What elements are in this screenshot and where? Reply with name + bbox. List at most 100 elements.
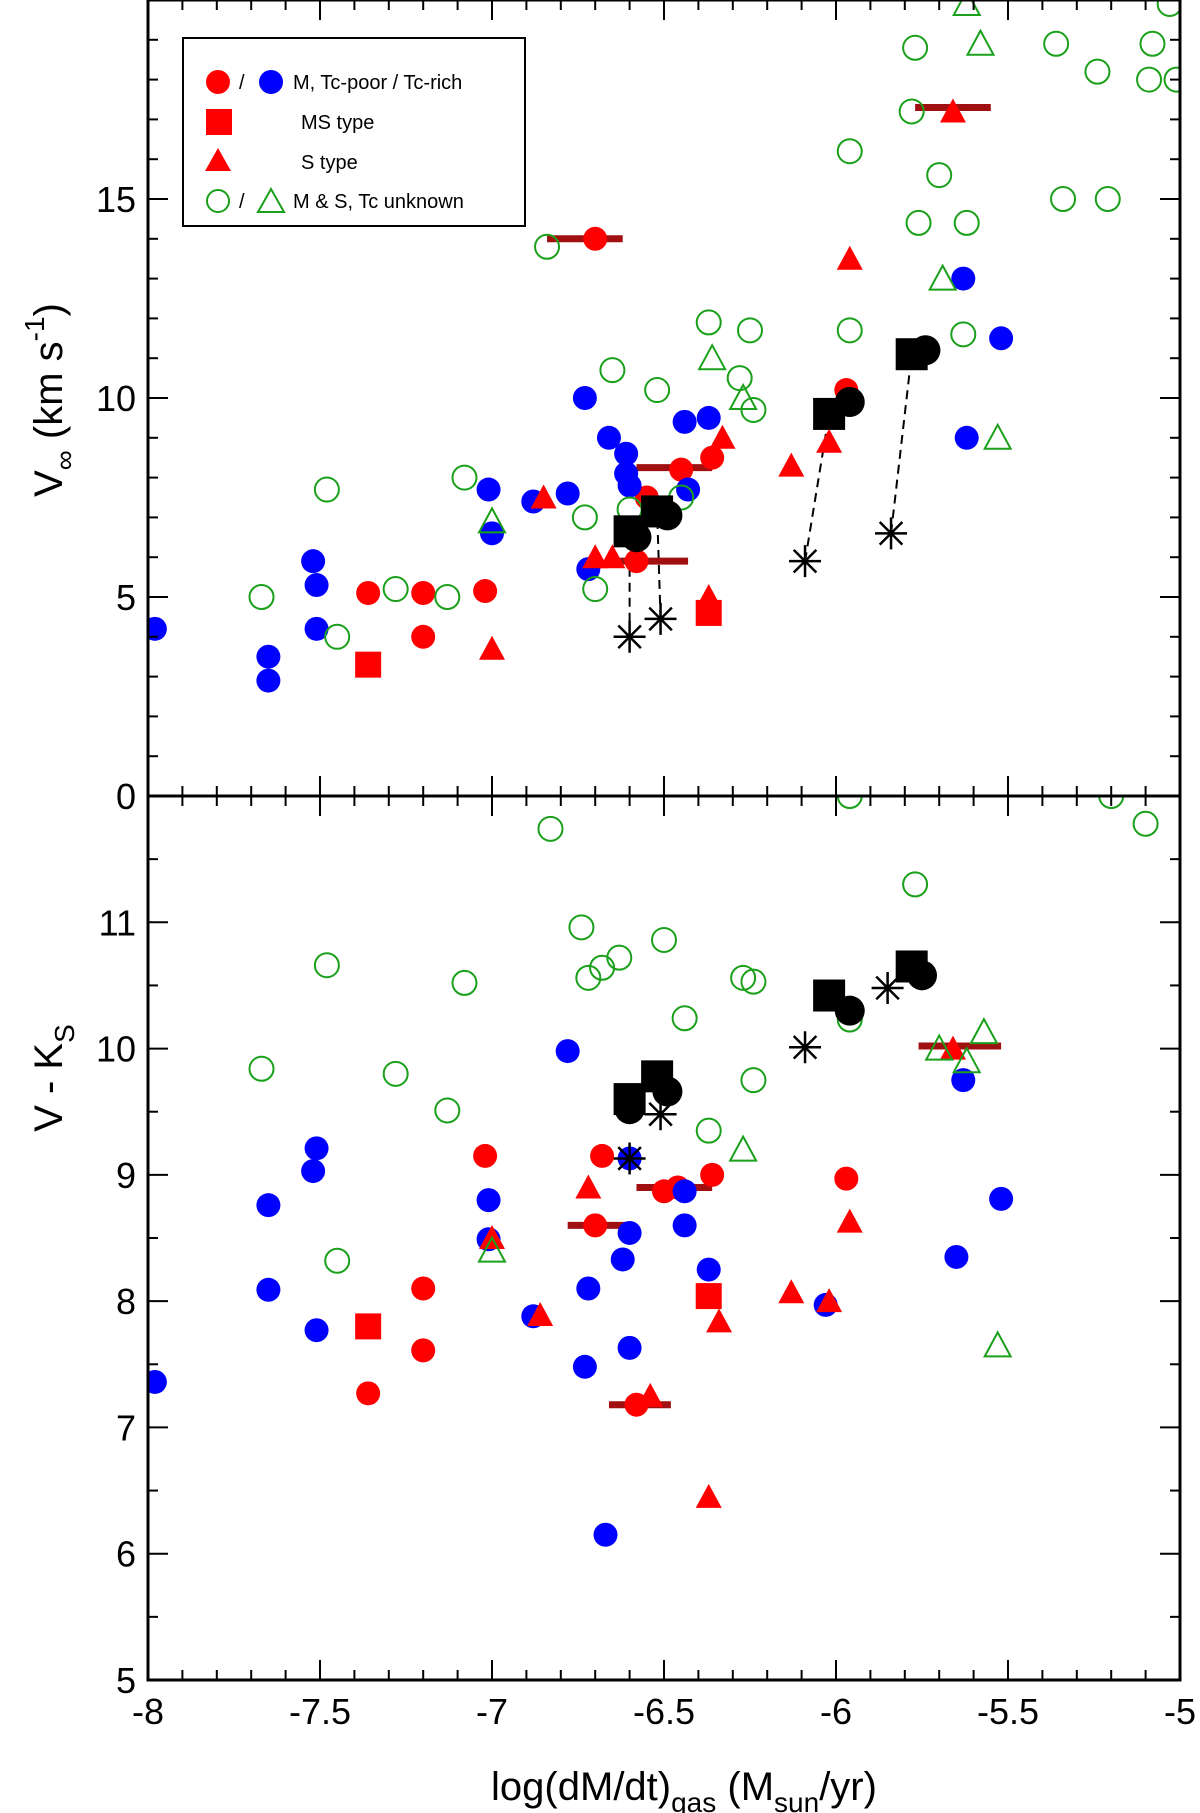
top-point-m-tc-poor-4	[583, 226, 608, 251]
bottom-point-s-8	[836, 1208, 863, 1233]
top-point-m-tc-rich-11	[596, 425, 621, 450]
bottom-point-ms-0	[355, 1313, 382, 1340]
top-point-m-tc-rich-2	[256, 668, 281, 693]
bottom-point-m-tc-rich-4	[304, 1136, 329, 1161]
legend-separator-0: /	[239, 72, 245, 94]
top-point-m-tc-unknown-26	[1050, 186, 1077, 212]
bottom-point-model-asterisk-3	[871, 971, 904, 1004]
top-point-s-6	[778, 452, 805, 477]
bottom-ytick-label-0: 5	[116, 1660, 136, 1701]
x-axis-label-unit: (M	[716, 1765, 774, 1809]
top-point-m-tc-poor-5	[624, 549, 649, 574]
top-point-s-4	[695, 584, 722, 608]
top-y-label-close: )	[27, 303, 71, 316]
bottom-ytick-label-4: 9	[116, 1155, 136, 1196]
top-point-m-tc-rich-1	[256, 644, 281, 669]
top-point-m-tc-unknown-28	[1094, 186, 1121, 212]
bottom-point-m-tc-poor-3	[473, 1143, 498, 1168]
top-point-m-tc-unknown-30	[1139, 30, 1166, 57]
bottom-point-s-4	[695, 1483, 722, 1508]
bottom-point-m-tc-rich-17	[672, 1179, 697, 1204]
x-axis-label-unit-sub: sun	[774, 1787, 819, 1813]
top-point-ms-0	[355, 651, 382, 678]
bottom-point-m-tc-rich-14	[617, 1220, 642, 1245]
x-axis-label: log(dM/dt)gas (Msun/yr)	[491, 1765, 877, 1813]
top-point-s-tc-unknown-4	[952, 0, 982, 16]
bottom-point-model-circle-2	[834, 995, 865, 1026]
top-point-m-tc-unknown-15	[737, 317, 763, 344]
top-connector-1	[656, 511, 662, 619]
bottom-point-m-tc-rich-22	[951, 1068, 976, 1093]
x-tick-label-1: -7.5	[289, 1691, 351, 1732]
top-point-m-tc-unknown-8	[582, 576, 609, 603]
top-point-s-2	[582, 544, 609, 569]
x-tick-label-6: -5	[1164, 1691, 1196, 1732]
bottom-point-m-tc-poor-4	[590, 1143, 615, 1168]
bottom-point-m-tc-unknown-8	[575, 964, 602, 991]
bottom-point-s-5	[706, 1308, 733, 1333]
bottom-point-model-asterisk-0	[613, 1142, 646, 1175]
legend: / M, Tc-poor / Tc-rich MS type S type / …	[182, 37, 526, 227]
top-point-m-tc-unknown-24	[950, 321, 977, 348]
plot-layer: 0 5 10 15 5 6 7 8 9 10 11 -8 -7.5 -7 -6.5 -6 -5.5 -5	[96, 0, 1196, 1732]
bottom-point-model-circle-0	[614, 1094, 645, 1125]
legend-label-s: S type	[301, 152, 358, 174]
top-point-model-asterisk-0	[613, 620, 646, 653]
bottom-point-m-tc-poor-1	[411, 1276, 436, 1301]
legend-separator-3: /	[239, 191, 245, 213]
bottom-point-model-circle-3	[907, 960, 937, 991]
top-y-label-unit: (km s	[27, 341, 71, 450]
top-point-model-circle-1	[652, 500, 683, 531]
top-point-m-tc-poor-2	[411, 624, 436, 649]
bottom-point-m-tc-rich-6	[476, 1188, 501, 1213]
top-point-m-tc-unknown-4	[434, 584, 461, 610]
top-y-label-sup: -1	[19, 316, 50, 341]
bottom-point-s-tc-unknown-5	[983, 1330, 1013, 1358]
bottom-point-m-tc-unknown-6	[537, 815, 564, 842]
bottom-point-m-tc-poor-10	[834, 1166, 859, 1191]
bottom-panel-data	[148, 796, 1159, 1547]
top-point-m-tc-unknown-13	[695, 309, 722, 336]
bottom-point-m-tc-unknown-12	[671, 1005, 698, 1032]
bottom-point-m-tc-rich-0	[148, 1369, 167, 1394]
top-y-label-sub: ∞	[49, 450, 80, 470]
top-point-m-tc-rich-16	[672, 409, 697, 434]
bottom-point-m-tc-rich-15	[617, 1335, 642, 1360]
top-point-m-tc-poor-0	[356, 581, 381, 606]
bottom-point-m-tc-unknown-15	[740, 968, 767, 995]
legend-label-ms: MS type	[301, 112, 374, 134]
bottom-point-m-tc-poor-0	[356, 1381, 381, 1406]
bottom-point-s-tc-unknown-2	[924, 1033, 954, 1061]
bottom-y-axis-label: V - KS	[27, 1024, 80, 1132]
legend-marker-red-triangle	[205, 148, 231, 171]
top-point-m-tc-rich-3	[301, 549, 326, 574]
bottom-point-s-tc-unknown-1	[728, 1134, 758, 1162]
top-point-m-tc-unknown-1	[313, 476, 340, 503]
bottom-point-model-asterisk-2	[789, 1031, 822, 1064]
top-ytick-label-3: 15	[96, 179, 136, 220]
bottom-point-m-tc-unknown-21	[1098, 796, 1125, 809]
top-point-m-tc-unknown-7	[571, 504, 598, 531]
top-point-s-8	[836, 245, 863, 270]
bottom-point-s-6	[778, 1279, 805, 1304]
bottom-point-m-tc-rich-13	[610, 1247, 635, 1272]
top-point-m-tc-unknown-9	[599, 357, 626, 384]
top-point-m-tc-unknown-21	[902, 34, 929, 61]
bottom-point-m-tc-rich-12	[593, 1522, 618, 1547]
top-point-m-tc-poor-7	[669, 457, 694, 482]
top-point-s-tc-unknown-5	[965, 28, 996, 56]
legend-marker-red-square	[206, 109, 232, 135]
top-point-s-3	[599, 544, 626, 569]
top-point-m-tc-poor-3	[473, 579, 498, 604]
legend-marker-blue-circle	[259, 70, 283, 94]
bottom-y-label-sub: S	[49, 1024, 80, 1043]
bottom-point-m-tc-unknown-7	[568, 914, 595, 941]
bottom-point-s-3	[637, 1382, 664, 1407]
top-point-m-tc-rich-20	[989, 326, 1014, 351]
bottom-point-s-2	[575, 1174, 602, 1199]
top-point-s-tc-unknown-1	[697, 343, 727, 371]
top-panel-data	[148, 0, 1180, 693]
bottom-point-m-tc-unknown-18	[836, 796, 863, 809]
top-point-m-tc-rich-10	[572, 386, 597, 410]
